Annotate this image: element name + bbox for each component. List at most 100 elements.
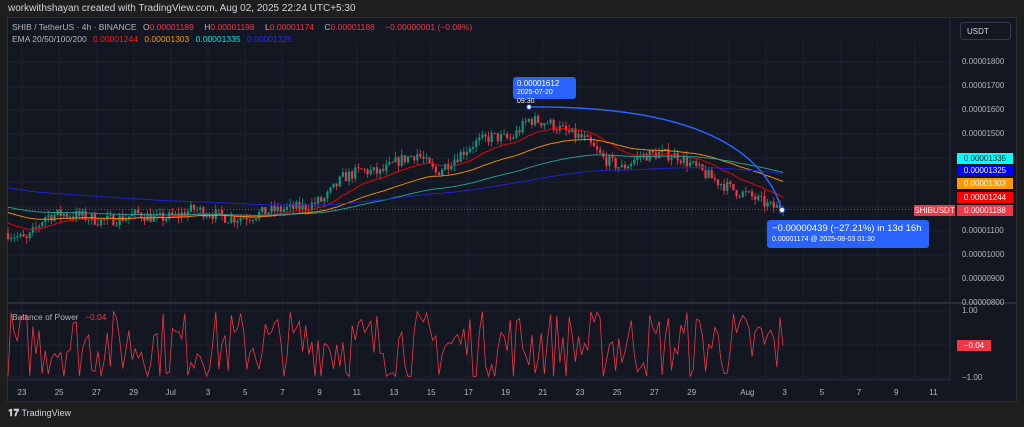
candle-body — [416, 153, 419, 161]
close-label: C — [324, 22, 331, 32]
candle-body — [335, 183, 338, 187]
candle-body — [205, 215, 208, 218]
close-value: 0.00001188 — [330, 22, 375, 32]
candle-body — [716, 179, 720, 186]
candle-body — [698, 164, 701, 166]
candle-body — [437, 172, 441, 176]
symbol-legend: SHIB / TetherUS · 4h · BINANCE O 0.000011… — [12, 22, 476, 32]
measure-start-time: 2025-07-20 09:30 — [517, 89, 553, 105]
time-label: 3 — [205, 388, 211, 397]
candle-body — [512, 137, 515, 139]
candle-body — [307, 210, 310, 211]
candle-body — [630, 163, 633, 167]
candle-body — [13, 237, 16, 239]
price-tick: 0.00001800 — [962, 57, 1005, 66]
candle-body — [382, 169, 385, 171]
candle-body — [168, 212, 171, 219]
candle-body — [16, 236, 19, 238]
candle-body — [78, 211, 81, 216]
candle-body — [109, 214, 112, 216]
candle-body — [326, 191, 329, 199]
candle-body — [450, 166, 453, 170]
price-tick: 0.00001600 — [962, 105, 1005, 115]
candle-body — [750, 191, 754, 197]
candle-body — [422, 156, 425, 159]
price-tick: 0.00000800 — [962, 298, 1005, 307]
symbol-price-tag: SHIBUSDT — [914, 205, 955, 216]
candle-body — [391, 161, 394, 163]
candle-body — [53, 214, 56, 221]
candle-body — [320, 197, 323, 202]
candle-body — [546, 123, 549, 125]
candle-body — [763, 196, 766, 207]
candle-body — [617, 167, 620, 169]
candle-body — [775, 205, 778, 208]
candle-body — [19, 234, 22, 237]
price-tick: 0.00001500 — [962, 129, 1005, 139]
candle-body — [692, 161, 695, 163]
candle-body — [360, 168, 363, 170]
ema100-value: 0.00001335 — [195, 34, 241, 44]
time-label: 19 — [501, 388, 511, 397]
open-label: O — [142, 22, 150, 32]
candle-body — [428, 157, 431, 163]
candle-body — [310, 202, 313, 211]
candle-body — [611, 155, 614, 158]
candle-body — [555, 130, 558, 131]
currency-button[interactable]: USDT — [960, 22, 1011, 40]
candle-body — [338, 176, 341, 187]
candle-body — [766, 202, 769, 207]
time-label: 21 — [538, 388, 548, 397]
candle-body — [499, 134, 503, 142]
candle-body — [747, 191, 751, 193]
candle-body — [543, 123, 546, 126]
candle-body — [444, 163, 447, 170]
candle-body — [354, 167, 357, 179]
candle-body — [177, 213, 180, 218]
time-label: 29 — [687, 388, 697, 397]
time-label: 23 — [575, 388, 585, 397]
candle-body — [118, 215, 121, 226]
bop-title[interactable]: Balance of Power — [12, 312, 79, 322]
candle-body — [270, 205, 273, 213]
candle-body — [351, 171, 354, 179]
candle-body — [540, 122, 543, 126]
ema200-value: 0.00001325 — [246, 34, 292, 44]
candle-body — [608, 155, 611, 166]
candle-body — [403, 155, 406, 163]
candle-body — [285, 207, 289, 210]
candle-body — [332, 183, 335, 188]
candle-body — [400, 155, 403, 166]
symbol-title[interactable]: SHIB / TetherUS · 4h · BINANCE — [12, 22, 137, 32]
candle-body — [388, 161, 391, 165]
candle-body — [37, 225, 41, 228]
candle-body — [595, 146, 599, 150]
candle-body — [515, 130, 518, 138]
candle-body — [261, 207, 264, 213]
candle-body — [137, 209, 140, 214]
candle-body — [202, 207, 205, 218]
time-label: 7 — [280, 388, 285, 397]
candle-body — [248, 219, 251, 221]
candle-body — [186, 211, 189, 217]
candle-body — [217, 209, 220, 211]
ema-title[interactable]: EMA 20/50/100/200 — [12, 34, 87, 44]
candle-body — [521, 120, 524, 133]
low-label: L — [265, 22, 270, 32]
bop-tick-top: 1.00 — [962, 306, 978, 315]
measure-curve — [528, 106, 783, 211]
candle-body — [741, 191, 744, 197]
ema50-line — [7, 138, 784, 220]
measure-start-point — [526, 104, 532, 110]
candle-body — [518, 130, 521, 133]
candle-body — [599, 149, 602, 154]
candle-body — [236, 220, 239, 223]
time-label: 23 — [17, 388, 27, 397]
candle-body — [375, 167, 379, 174]
candle-body — [363, 169, 366, 171]
candle-body — [90, 214, 93, 220]
candle-body — [65, 213, 69, 217]
candle-body — [378, 169, 382, 174]
candle-body — [99, 219, 103, 226]
